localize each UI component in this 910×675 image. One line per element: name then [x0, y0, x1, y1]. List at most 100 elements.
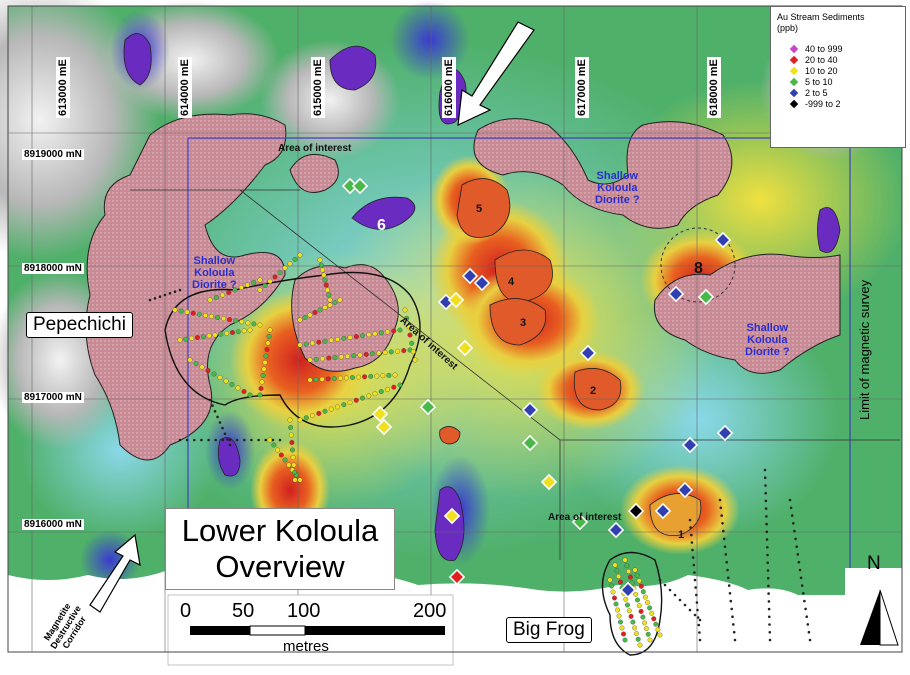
soil-sample-dot — [764, 507, 768, 510]
soil-sample-dot — [208, 313, 214, 319]
soil-sample-dot — [689, 526, 692, 529]
soil-sample-dot — [173, 290, 177, 294]
scale-tick-label: 100 — [287, 600, 321, 622]
soil-sample-dot — [623, 596, 629, 602]
soil-sample-dot — [651, 616, 657, 622]
stream-sediment-sample — [371, 405, 389, 423]
diorite-label: Shallow Koloula Diorite ? — [192, 255, 237, 291]
soil-sample-dot — [617, 579, 623, 585]
target-number: 3 — [520, 317, 527, 329]
soil-sample-dot — [163, 293, 167, 297]
soil-sample-dot — [807, 630, 811, 634]
soil-sample-dot — [802, 592, 805, 595]
soil-sample-dot — [228, 443, 232, 447]
stream-sediment-sample — [351, 177, 369, 195]
soil-sample-dot — [363, 351, 369, 357]
soil-sample-dot — [632, 567, 638, 573]
soil-sample-dot — [765, 515, 768, 518]
soil-sample-dot — [196, 311, 202, 317]
easting-label: 613000 mE — [56, 57, 70, 118]
soil-sample-dot — [235, 329, 241, 335]
limit-of-survey-label: Limit of magnetic survey — [857, 279, 872, 420]
soil-sample-dot — [806, 623, 810, 626]
soil-sample-dot — [767, 607, 771, 611]
soil-sample-dot — [345, 353, 350, 359]
soil-sample-dot — [350, 375, 355, 380]
soil-sample-dot — [229, 382, 235, 387]
soil-sample-dot — [216, 415, 219, 419]
soil-sample-dot — [690, 541, 694, 544]
soil-sample-dot — [640, 614, 646, 620]
soil-sample-dot — [322, 408, 328, 414]
soil-sample-dot — [258, 386, 264, 391]
soil-sample-dot — [638, 608, 644, 614]
soil-sample-dot — [727, 576, 730, 580]
soil-sample-dot — [803, 599, 806, 603]
soil-sample-dot — [297, 477, 303, 483]
soil-sample-dot — [202, 312, 208, 318]
soil-sample-dot — [322, 305, 328, 310]
soil-sample-dot — [357, 352, 363, 358]
soil-sample-dot — [693, 571, 696, 574]
legend-label: 5 to 10 — [805, 77, 833, 87]
soil-sample-dot — [331, 376, 337, 382]
soil-sample-dot — [183, 336, 189, 342]
soil-sample-dot — [366, 332, 372, 338]
soil-sample-dot — [795, 545, 798, 548]
soil-sample-dot — [321, 272, 327, 278]
legend-subtitle: (ppb) — [777, 23, 799, 33]
stream-sediment-sample — [473, 274, 491, 292]
legend-diamond-icon — [789, 88, 799, 98]
soil-sample-dot — [266, 334, 272, 339]
soil-sample-dot — [259, 379, 265, 385]
soil-sample-dot — [264, 347, 270, 352]
soil-sample-dot — [805, 615, 808, 618]
soil-sample-dot — [257, 277, 263, 283]
soil-sample-dot — [790, 514, 794, 517]
soil-sample-dot — [798, 568, 802, 572]
soil-sample-dot — [609, 583, 614, 589]
legend-label: 2 to 5 — [805, 88, 828, 98]
soil-sample-dot — [272, 274, 278, 280]
legend-title: Au Stream Sediments — [777, 12, 865, 22]
soil-sample-dot — [764, 484, 767, 487]
soil-sample-dot — [691, 548, 694, 552]
soil-sample-dot — [317, 257, 323, 263]
soil-sample-dot — [386, 372, 392, 378]
soil-sample-dot — [205, 368, 211, 373]
soil-sample-dot — [218, 421, 222, 424]
legend-label: 20 to 40 — [805, 55, 838, 65]
soil-sample-dot — [792, 522, 795, 525]
soil-sample-dot — [636, 603, 642, 609]
legend-item: 40 to 999 — [789, 44, 905, 55]
soil-sample-dot — [730, 607, 733, 611]
soil-sample-dot — [613, 601, 619, 607]
soil-sample-dot — [688, 608, 692, 612]
soil-sample-dot — [217, 375, 223, 380]
soil-sample-dot — [628, 613, 634, 619]
soil-sample-dot — [385, 329, 390, 335]
soil-sample-dot — [177, 337, 183, 343]
soil-sample-dot — [213, 295, 219, 300]
soil-sample-dot — [193, 438, 196, 442]
soil-sample-dot — [728, 592, 732, 595]
soil-sample-dot — [768, 631, 772, 634]
soil-sample-dot — [380, 373, 386, 379]
soil-sample-dot — [326, 292, 332, 298]
legend-diamond-icon — [789, 77, 799, 87]
soil-sample-dot — [220, 292, 225, 298]
soil-sample-dot — [640, 589, 646, 595]
soil-sample-dot — [319, 376, 325, 382]
soil-sample-dot — [653, 621, 659, 627]
soil-sample-dot — [241, 328, 247, 334]
soil-sample-dot — [726, 568, 729, 572]
soil-sample-dot — [724, 553, 728, 556]
soil-sample-dot — [233, 318, 239, 324]
soil-sample-dot — [729, 599, 733, 603]
soil-sample-dot — [409, 340, 415, 346]
soil-sample-dot — [265, 340, 271, 346]
stream-sediment-sample — [681, 436, 699, 454]
soil-sample-dot — [158, 295, 162, 299]
soil-sample-dot — [695, 593, 698, 597]
soil-sample-dot — [223, 378, 229, 384]
